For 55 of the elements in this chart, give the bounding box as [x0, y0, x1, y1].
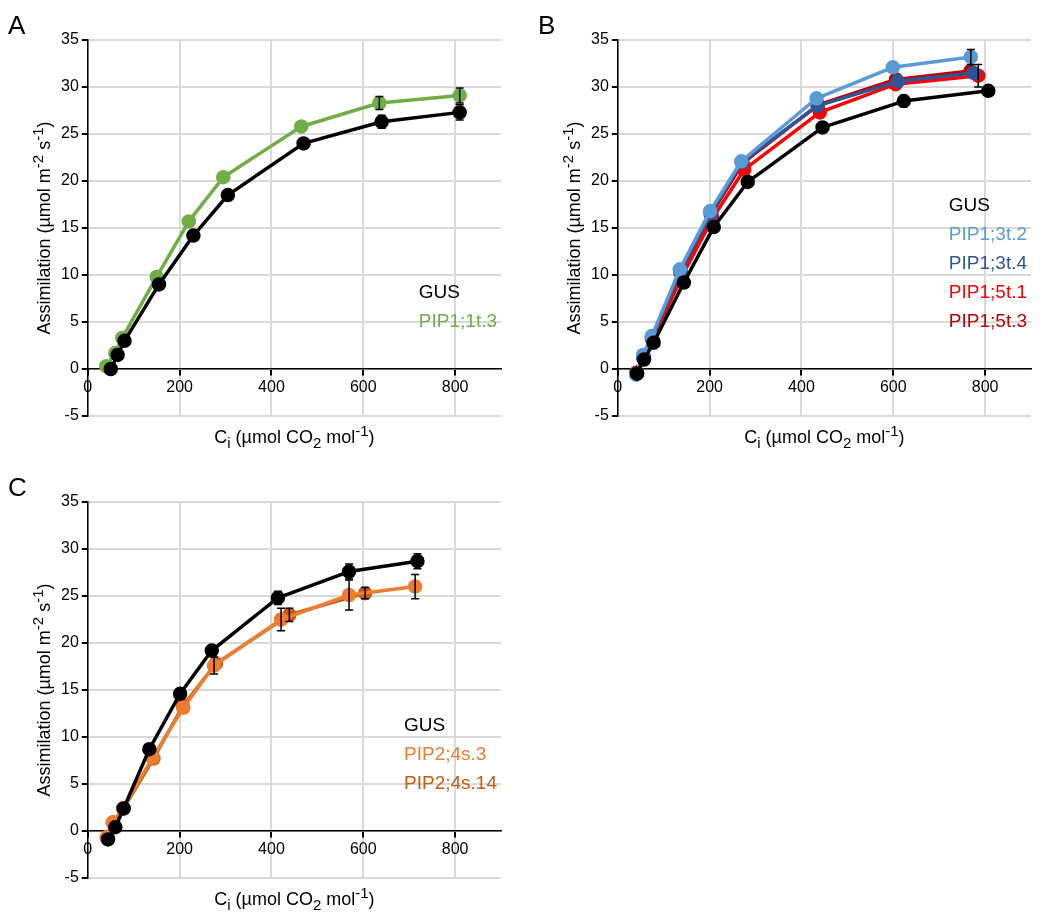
- y-tick-label: 35: [61, 492, 79, 510]
- y-tick-label: 10: [61, 265, 79, 283]
- y-tick-label: 20: [61, 171, 79, 189]
- y-tick-label: -5: [64, 868, 79, 886]
- x-tick-label: 400: [788, 378, 815, 396]
- text: PIP2;4s.3: [404, 742, 487, 764]
- text: GUS: [404, 713, 446, 735]
- chart-title: A: [8, 10, 26, 41]
- y-tick-label: 15: [61, 680, 79, 698]
- x-tick-label: 200: [166, 378, 194, 396]
- y-tick-label: 10: [61, 727, 79, 745]
- x-axis-title: C$_{i}$ (µmol CO$_{2}$ mol$^{-1}$): [214, 422, 375, 451]
- x-axis-title: C$_{i}$ (µmol CO$_{2}$ mol$^{-1}$): [744, 422, 905, 451]
- y-tick-label: 25: [591, 124, 609, 142]
- chart-title: B: [538, 10, 556, 41]
- text: PIP1;3t.4: [948, 251, 1028, 273]
- text: PIP1;1t.3: [418, 309, 498, 331]
- y-tick-label: 30: [61, 77, 79, 95]
- y-tick-label: -5: [64, 406, 79, 424]
- text: PIP1;5t.1: [948, 280, 1028, 302]
- x-tick-label: 800: [971, 378, 999, 396]
- x-tick-label: 800: [441, 840, 469, 858]
- chart-title: C: [8, 472, 27, 503]
- y-tick-label: -5: [594, 406, 609, 424]
- y-tick-label: 5: [599, 312, 609, 330]
- y-tick-label: 35: [591, 30, 609, 48]
- y-tick-label: 25: [61, 124, 79, 142]
- text: GUS: [948, 193, 991, 215]
- y-tick-label: 15: [591, 218, 609, 236]
- text: PIP2;4s.14: [404, 771, 498, 793]
- y-tick-label: 0: [599, 359, 609, 377]
- x-tick-label: 400: [258, 378, 285, 396]
- y-tick-label: 5: [69, 312, 79, 330]
- text: PIP1;5t.3: [948, 309, 1028, 331]
- y-tick-label: 5: [69, 774, 79, 792]
- text: GUS: [418, 280, 461, 302]
- y-tick-label: 30: [61, 539, 79, 557]
- x-tick-label: 200: [696, 378, 724, 396]
- x-tick-label: 400: [258, 840, 285, 858]
- x-tick-label: 600: [349, 378, 377, 396]
- y-tick-label: 0: [69, 821, 79, 839]
- y-tick-label: 35: [61, 30, 79, 48]
- y-tick-label: 15: [61, 218, 79, 236]
- x-tick-label: 200: [166, 840, 194, 858]
- y-tick-label: 20: [591, 171, 609, 189]
- y-tick-label: 30: [591, 77, 609, 95]
- x-axis-title: C$_{i}$ (µmol CO$_{2}$ mol$^{-1}$): [214, 884, 375, 913]
- text: PIP1;3t.2: [948, 222, 1028, 244]
- x-tick-label: 800: [441, 378, 469, 396]
- y-tick-label: 0: [69, 359, 79, 377]
- x-tick-label: 600: [349, 840, 377, 858]
- x-tick-label: 600: [879, 378, 907, 396]
- y-tick-label: 10: [591, 265, 609, 283]
- y-tick-label: 20: [61, 633, 79, 651]
- y-tick-label: 25: [61, 586, 79, 604]
